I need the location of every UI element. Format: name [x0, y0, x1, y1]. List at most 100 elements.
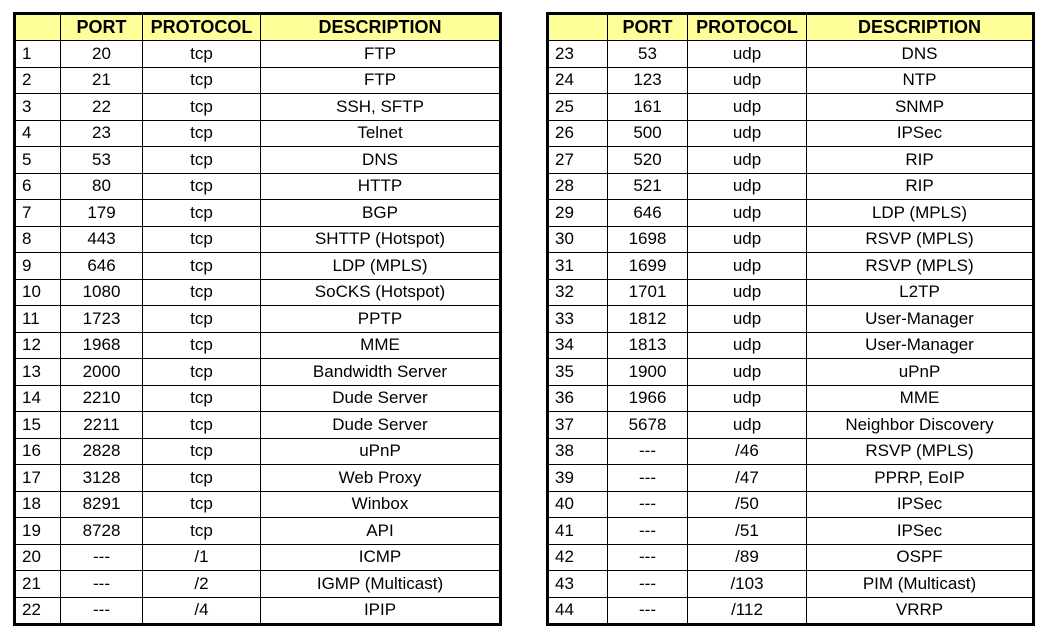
- cell-port: 646: [60, 252, 143, 280]
- cell-description: Telnet: [260, 119, 501, 147]
- cell-protocol: tcp: [142, 93, 261, 121]
- table-row: 2 21 tcp FTP: [14, 66, 501, 94]
- cell-protocol: /1: [142, 543, 261, 571]
- cell-index: 38: [547, 437, 608, 465]
- cell-index: 43: [547, 570, 608, 598]
- table-row: 4 23 tcp Telnet: [14, 119, 501, 147]
- cell-port: 1968: [60, 331, 143, 359]
- cell-description: API: [260, 517, 501, 545]
- cell-description: BGP: [260, 199, 501, 227]
- header-index: [14, 13, 61, 41]
- header-description: DESCRIPTION: [806, 13, 1034, 41]
- cell-index: 14: [14, 384, 61, 412]
- table-row: 12 1968 tcp MME: [14, 331, 501, 359]
- cell-port: 8728: [60, 517, 143, 545]
- cell-port: ---: [607, 517, 688, 545]
- cell-protocol: udp: [687, 278, 807, 306]
- cell-description: SNMP: [806, 93, 1034, 121]
- cell-protocol: udp: [687, 384, 807, 412]
- cell-port: 521: [607, 172, 688, 200]
- cell-protocol: udp: [687, 225, 807, 253]
- cell-port: 1812: [607, 305, 688, 333]
- cell-protocol: tcp: [142, 358, 261, 386]
- cell-port: 123: [607, 66, 688, 94]
- table-row: 9 646 tcp LDP (MPLS): [14, 252, 501, 280]
- cell-description: MME: [260, 331, 501, 359]
- table-row: 42 ---/89 OSPF: [547, 543, 1034, 571]
- cell-description: Dude Server: [260, 411, 501, 439]
- cell-index: 23: [547, 40, 608, 68]
- cell-index: 4: [14, 119, 61, 147]
- table-row: 43 ---/103 PIM (Multicast): [547, 570, 1034, 598]
- header-port: PORT: [607, 13, 688, 41]
- cell-protocol: tcp: [142, 172, 261, 200]
- header-port: PORT: [60, 13, 143, 41]
- cell-protocol: tcp: [142, 331, 261, 359]
- cell-description: LDP (MPLS): [260, 252, 501, 280]
- cell-protocol: tcp: [142, 66, 261, 94]
- cell-port: 2210: [60, 384, 143, 412]
- cell-port: ---: [607, 437, 688, 465]
- cell-index: 41: [547, 517, 608, 545]
- table-row: 39 ---/47 PPRP, EoIP: [547, 464, 1034, 492]
- cell-port: 1966: [607, 384, 688, 412]
- table-row: 17 3128 tcp Web Proxy: [14, 464, 501, 492]
- table-row: 32 1701 udp L2TP: [547, 278, 1034, 306]
- cell-port: ---: [607, 464, 688, 492]
- cell-protocol: tcp: [142, 40, 261, 68]
- table-row: 24 123 udp NTP: [547, 66, 1034, 94]
- cell-protocol: tcp: [142, 225, 261, 253]
- cell-protocol: tcp: [142, 411, 261, 439]
- table-row: 21 ---/2 IGMP (Multicast): [14, 570, 501, 598]
- cell-index: 3: [14, 93, 61, 121]
- cell-port: 2211: [60, 411, 143, 439]
- cell-protocol: tcp: [142, 199, 261, 227]
- cell-description: IPIP: [260, 596, 501, 625]
- cell-port: 5678: [607, 411, 688, 439]
- cell-port: 20: [60, 40, 143, 68]
- cell-protocol: udp: [687, 252, 807, 280]
- cell-description: HTTP: [260, 172, 501, 200]
- cell-protocol: udp: [687, 40, 807, 68]
- cell-protocol: tcp: [142, 278, 261, 306]
- cell-port: 22: [60, 93, 143, 121]
- cell-protocol: /46: [687, 437, 807, 465]
- cell-protocol: udp: [687, 199, 807, 227]
- cell-port: ---: [607, 596, 688, 625]
- cell-index: 16: [14, 437, 61, 465]
- table-row: 13 2000 tcp Bandwidth Server: [14, 358, 501, 386]
- table-row: 14 2210 tcp Dude Server: [14, 384, 501, 412]
- table-row: 33 1812 udp User-Manager: [547, 305, 1034, 333]
- header-index: [547, 13, 608, 41]
- cell-description: NTP: [806, 66, 1034, 94]
- table-row: 30 1698 udp RSVP (MPLS): [547, 225, 1034, 253]
- cell-protocol: /51: [687, 517, 807, 545]
- cell-index: 7: [14, 199, 61, 227]
- cell-description: IPSec: [806, 490, 1034, 518]
- cell-protocol: tcp: [142, 305, 261, 333]
- table-row: 34 1813 udp User-Manager: [547, 331, 1034, 359]
- table-row: 5 53 tcp DNS: [14, 146, 501, 174]
- header-protocol: PROTOCOL: [142, 13, 261, 41]
- cell-description: Winbox: [260, 490, 501, 518]
- port-table-right: PORT PROTOCOL DESCRIPTION 23 53 udp DNS 24 12…: [546, 12, 1035, 626]
- cell-description: RSVP (MPLS): [806, 225, 1034, 253]
- cell-port: ---: [60, 570, 143, 598]
- cell-index: 42: [547, 543, 608, 571]
- cell-port: 179: [60, 199, 143, 227]
- cell-port: 443: [60, 225, 143, 253]
- table-row: 28 521 udp RIP: [547, 172, 1034, 200]
- table-row: 6 80 tcp HTTP: [14, 172, 501, 200]
- cell-protocol: tcp: [142, 464, 261, 492]
- cell-description: IPSec: [806, 517, 1034, 545]
- cell-description: FTP: [260, 40, 501, 68]
- cell-protocol: /50: [687, 490, 807, 518]
- table-row: 19 8728 tcp API: [14, 517, 501, 545]
- cell-index: 31: [547, 252, 608, 280]
- table-row: 1 20 tcp FTP: [14, 40, 501, 68]
- cell-index: 34: [547, 331, 608, 359]
- cell-description: Dude Server: [260, 384, 501, 412]
- cell-protocol: udp: [687, 93, 807, 121]
- cell-protocol: tcp: [142, 146, 261, 174]
- cell-protocol: udp: [687, 411, 807, 439]
